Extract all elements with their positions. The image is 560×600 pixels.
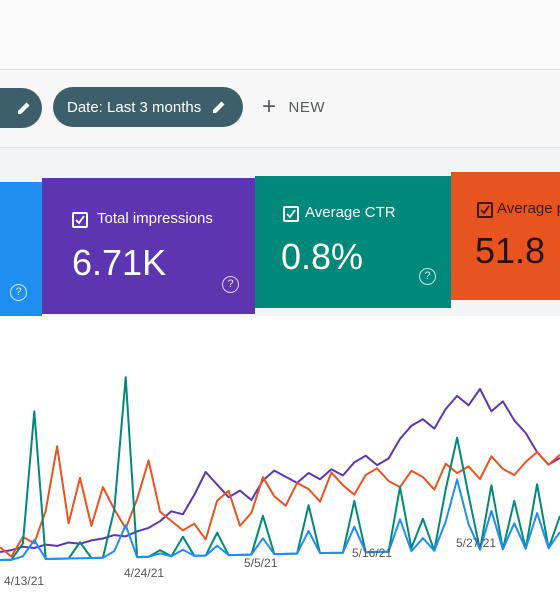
help-icon[interactable]: ?	[419, 268, 436, 285]
checkbox-icon[interactable]	[477, 202, 493, 218]
new-filter-button[interactable]: + NEW	[262, 94, 325, 120]
series-line-1	[0, 445, 560, 558]
top-band	[0, 0, 560, 70]
metric-value: 51.8	[475, 230, 546, 271]
metric-label: Total impressions	[97, 210, 213, 227]
metric-card-clicks[interactable]: ?	[0, 182, 42, 316]
date-filter-chip[interactable]: Date: Last 3 months	[53, 87, 243, 127]
new-filter-label: NEW	[288, 98, 326, 116]
metric-label: Average po	[497, 200, 560, 217]
series-line-2	[0, 376, 560, 561]
performance-chart: 4/13/21 4/24/21 5/5/21 5/16/21 5/27/21	[0, 316, 560, 600]
metric-value: 6.71K	[72, 242, 167, 283]
x-tick-label: 5/27/21	[456, 536, 497, 550]
metric-card-impressions[interactable]: Total impressions 6.71K ?	[42, 178, 255, 314]
series-line-3	[0, 478, 560, 561]
x-tick-label: 4/24/21	[124, 566, 165, 580]
series-line-0	[0, 388, 560, 553]
help-icon[interactable]: ?	[222, 276, 239, 293]
line-chart	[0, 376, 560, 561]
metric-value: 0.8%	[281, 236, 364, 277]
metric-card-position[interactable]: Average po 51.8	[451, 172, 560, 300]
metric-label: Average CTR	[305, 204, 396, 221]
checkbox-icon[interactable]	[283, 206, 299, 222]
x-tick-label: 5/5/21	[244, 556, 278, 570]
help-icon[interactable]: ?	[10, 284, 27, 301]
pencil-icon[interactable]	[211, 99, 227, 115]
pencil-icon	[18, 102, 30, 114]
x-tick-label: 4/13/21	[4, 574, 45, 588]
x-tick-label: 5/16/21	[352, 546, 393, 560]
date-filter-label: Date: Last 3 months	[67, 98, 202, 116]
metric-card-ctr[interactable]: Average CTR 0.8% ?	[255, 176, 451, 308]
checkbox-icon[interactable]	[72, 212, 88, 228]
plus-icon: +	[262, 93, 277, 120]
filter-chip-edit[interactable]	[0, 88, 42, 128]
